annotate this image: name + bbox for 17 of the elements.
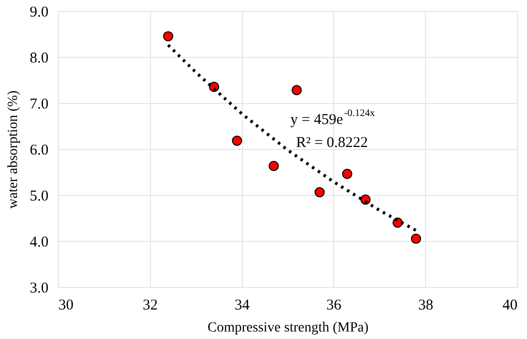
y-tick-label: 7.0 <box>30 96 48 112</box>
annotation: R² = 0.8222 <box>296 135 368 151</box>
x-tick-label: 34 <box>234 298 250 314</box>
y-tick-label: 9.0 <box>30 4 48 20</box>
x-tick-label: 36 <box>326 298 342 314</box>
y-axis-title: water absorption (%) <box>6 90 21 209</box>
x-tick-label: 30 <box>58 298 74 314</box>
y-tick-label: 4.0 <box>30 234 48 250</box>
x-tick-label: 38 <box>418 298 434 314</box>
x-axis-title: Compressive strength (MPa) <box>208 320 369 336</box>
y-tick-label: 8.0 <box>30 50 48 66</box>
y-tick-label: 6.0 <box>30 142 48 158</box>
y-tick-label: 5.0 <box>30 188 48 204</box>
x-tick-label: 32 <box>142 298 158 314</box>
y-tick-label: 3.0 <box>30 280 48 296</box>
line-series <box>166 44 418 232</box>
x-tick-label: 40 <box>502 298 518 314</box>
